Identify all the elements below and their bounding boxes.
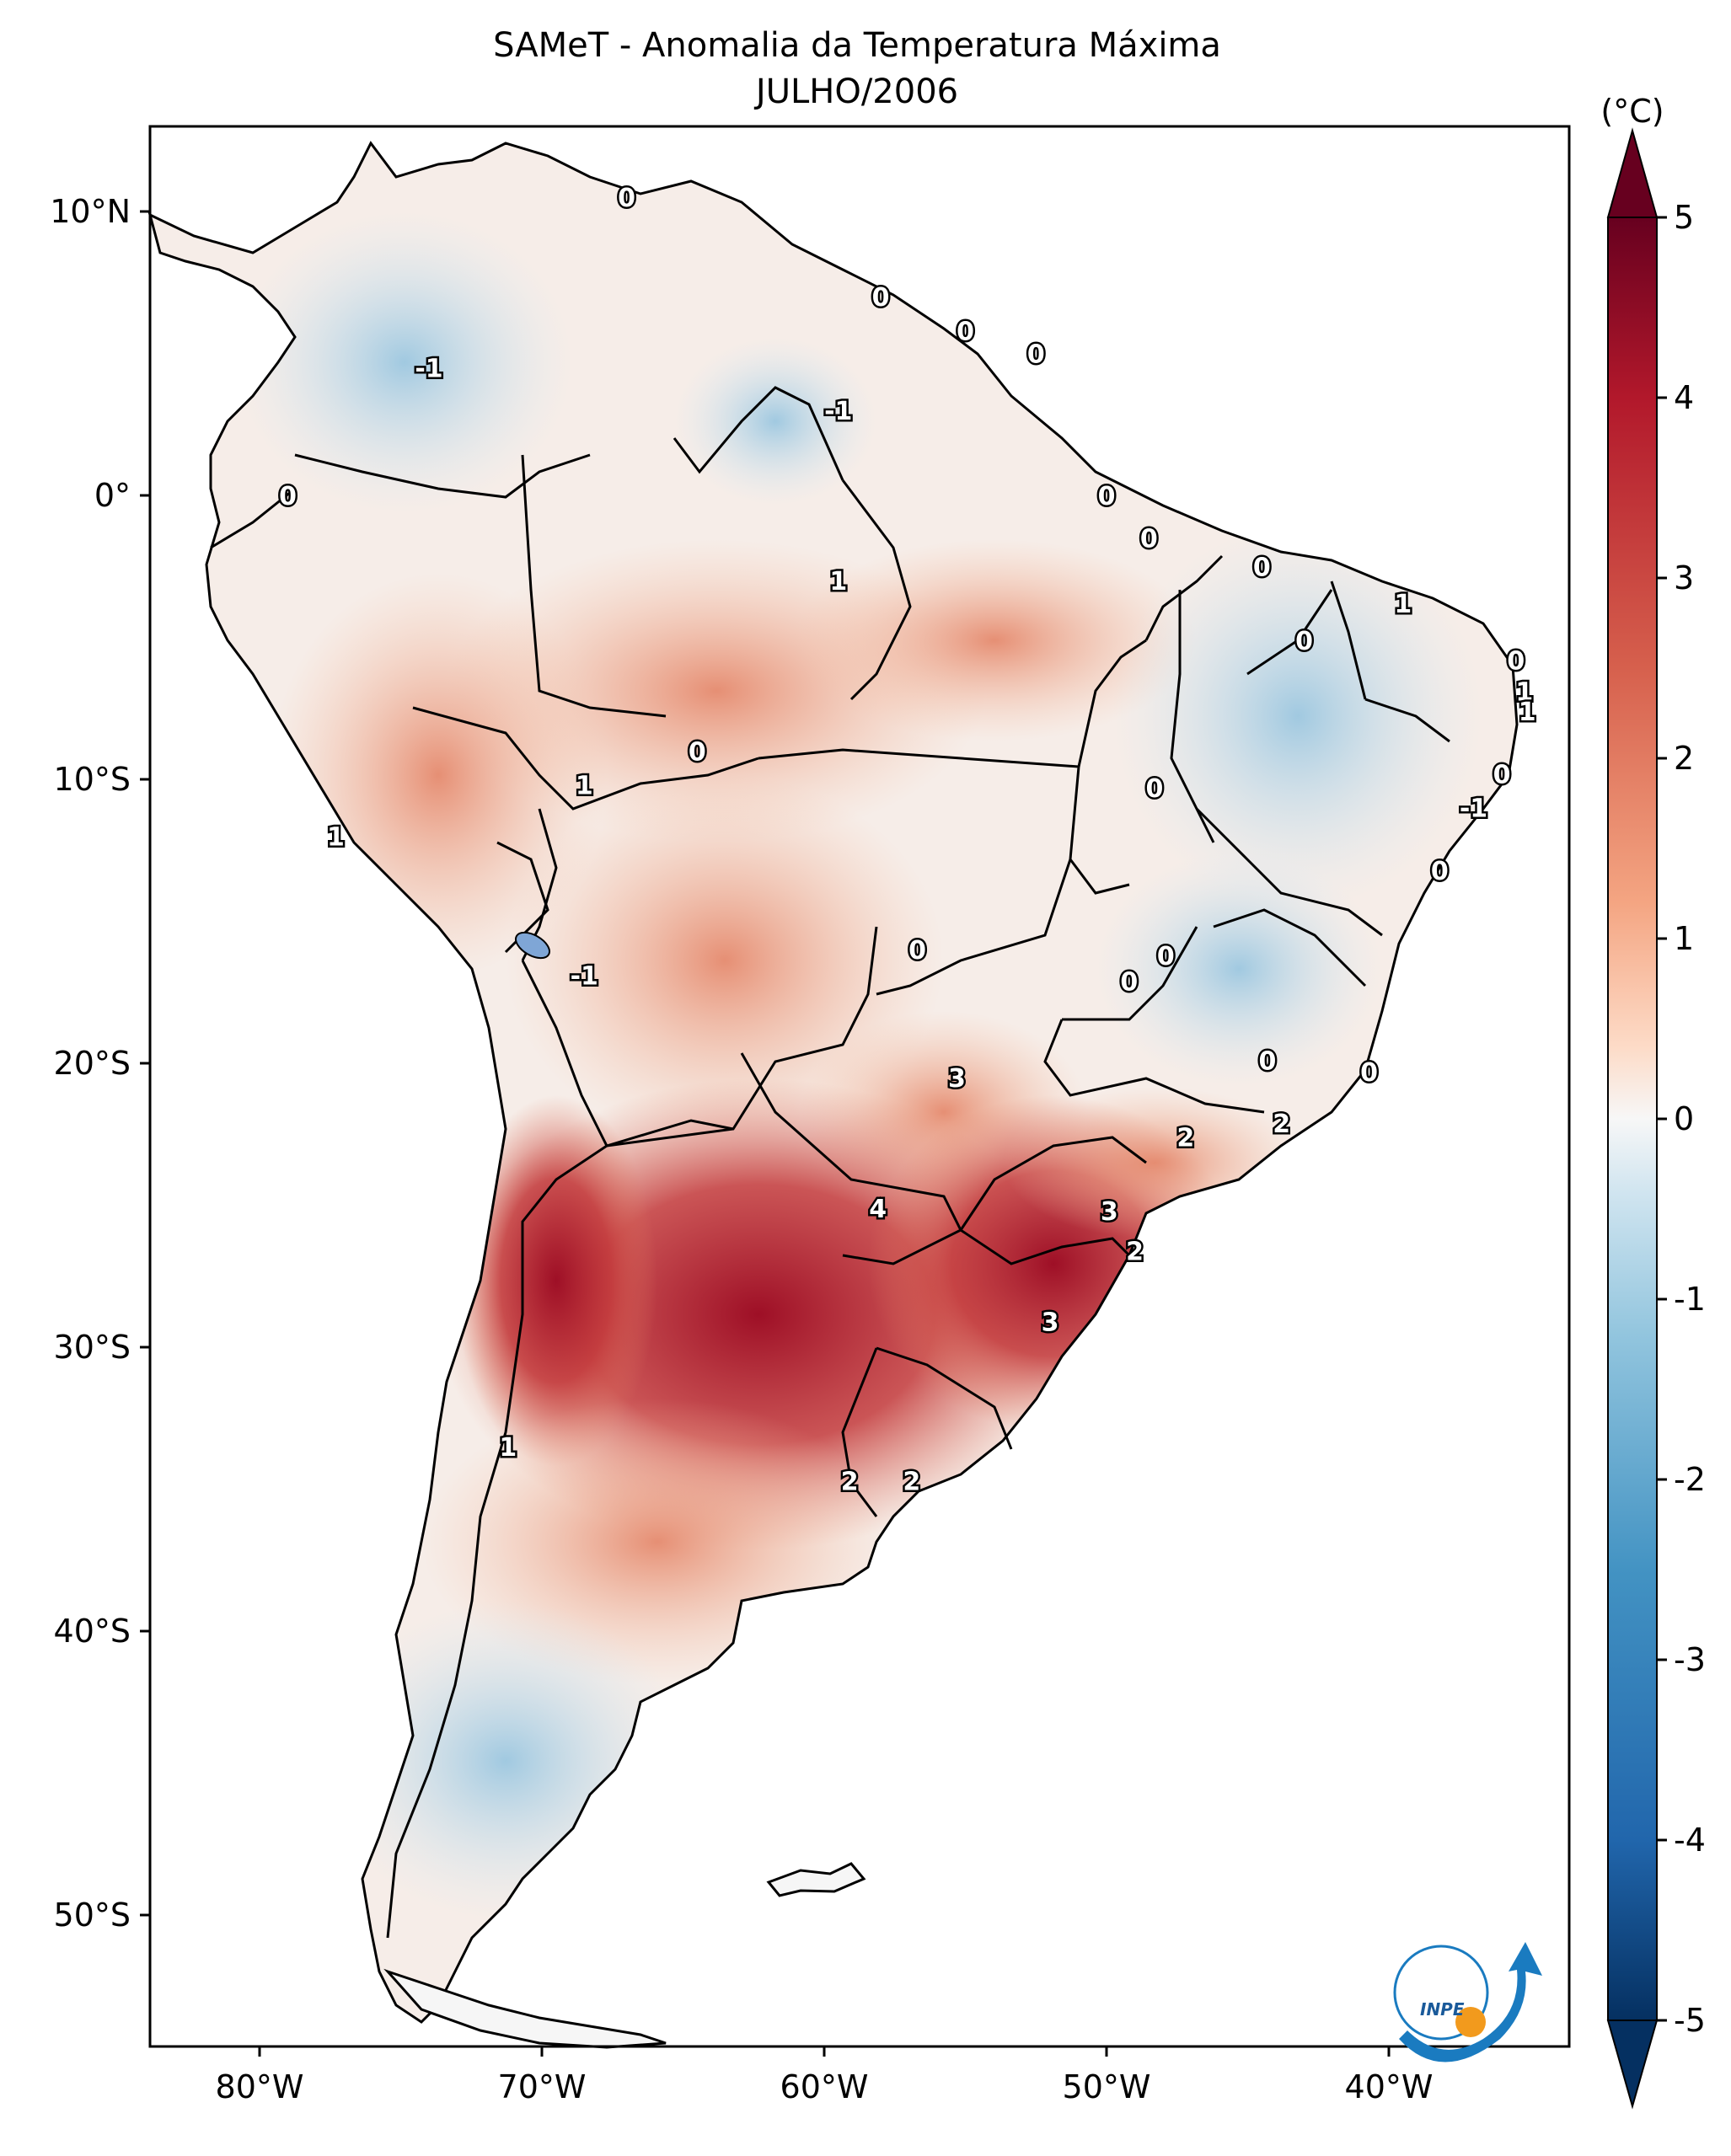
logo-sun [1455, 2007, 1486, 2037]
contour-label: 1 [499, 1433, 517, 1463]
map-frame [148, 125, 1571, 2048]
contour-label: 0 [872, 283, 890, 313]
y-tick-label: 50°S [54, 1897, 131, 1934]
colorbar-tick-label: -3 [1674, 1641, 1706, 1678]
contour-label: -1 [1460, 794, 1487, 824]
contour-label: 0 [1360, 1058, 1378, 1088]
contour-label: 0 [1157, 942, 1175, 971]
contour-label: -1 [415, 354, 442, 383]
contour-label: 0 [1120, 967, 1138, 997]
colorbar-tick-label: 5 [1674, 199, 1694, 236]
colorbar-tick-label: 0 [1674, 1100, 1694, 1137]
contour-label: 0 [1140, 525, 1158, 554]
map-title-line1: SAMeT - Anomalia da Temperatura Máxima [493, 26, 1221, 65]
colorbar-tick-label: -1 [1674, 1281, 1706, 1318]
inpe-logo: INPE [1393, 1942, 1542, 2062]
contour-label: 0 [1098, 482, 1116, 511]
colorbar-unit: (°C) [1600, 93, 1664, 130]
contour-label: 0 [1507, 646, 1525, 676]
country-borders [210, 386, 1450, 1939]
x-tick-label: 60°W [780, 2068, 869, 2105]
contour-label: 1 [1519, 698, 1536, 727]
logo-swoosh [1399, 1942, 1542, 2062]
y-tick-label: 20°S [54, 1045, 131, 1082]
logo-outline [1393, 1945, 1489, 2041]
colorbar-tick-label: 2 [1674, 740, 1694, 777]
colorbar-tick-label: -5 [1674, 2002, 1706, 2039]
colorbar-tick-label: -4 [1674, 1822, 1706, 1859]
contour-label: 3 [948, 1064, 966, 1094]
y-axis: 10°N 0° 10°S 20°S 30°S 40°S 50°S [50, 193, 150, 1934]
logo-text: INPE [1420, 1999, 1465, 2020]
contour-label: 0 [1253, 553, 1271, 582]
contour-label: 3 [1042, 1308, 1059, 1338]
contour-label: -1 [571, 962, 598, 992]
contour-label: 2 [903, 1467, 920, 1496]
x-tick-label: 40°W [1345, 2068, 1434, 2105]
x-axis: 80°W 70°W 60°W 50°W 40°W [216, 2046, 1434, 2105]
colorbar-tick-label: 1 [1674, 920, 1694, 957]
colorbar-tick-label: 3 [1674, 559, 1694, 597]
contour-label: 0 [957, 318, 974, 347]
contour-label: 0 [1493, 760, 1511, 789]
x-tick-label: 80°W [216, 2068, 304, 2105]
tierra-del-fuego [383, 1968, 667, 2049]
contour-label: 1 [829, 567, 847, 597]
colorbar-ticks: 5 4 3 2 1 0 -1 -2 -3 -4 -5 [1657, 199, 1706, 2039]
colorbar-extend-max [1606, 127, 1659, 218]
y-tick-label: 0° [94, 477, 131, 514]
contour-label: 0 [1027, 340, 1045, 370]
contour-label: 1 [576, 772, 593, 801]
contour-label: 2 [1176, 1124, 1194, 1153]
contour-label: 2 [1126, 1237, 1144, 1266]
contour-label: 2 [841, 1467, 859, 1496]
lake-titicaca [515, 931, 550, 960]
y-tick-label: 30°S [54, 1329, 131, 1366]
contour-label: 4 [869, 1195, 887, 1224]
contour-label: 0 [908, 936, 926, 966]
contour-label: 1 [1515, 678, 1533, 708]
contour-label: 0 [1259, 1047, 1277, 1077]
contour-label: 0 [618, 184, 635, 213]
colorbar: (°C) 5 4 3 2 1 0 -1 -2 -3 -4 -5 [1600, 93, 1706, 2110]
contour-label: 3 [1101, 1197, 1118, 1227]
colorbar-tick-label: -2 [1674, 1461, 1706, 1498]
y-tick-label: 10°N [50, 193, 131, 230]
contour-label: 0 [1431, 857, 1449, 886]
x-tick-label: 70°W [498, 2068, 587, 2105]
contour-label: 0 [1295, 627, 1313, 656]
contour-label: 0 [279, 482, 297, 511]
contour-label: 0 [689, 737, 706, 767]
x-tick-label: 50°W [1063, 2068, 1151, 2105]
falkland-islands [766, 1862, 866, 1897]
y-tick-label: 40°S [54, 1613, 131, 1650]
map-title-line2: JULHO/2006 [753, 72, 958, 111]
contour-label: 1 [1394, 590, 1412, 619]
contour-label: 1 [327, 822, 345, 852]
contour-label: 2 [1273, 1110, 1290, 1139]
colorbar-extend-min [1606, 2020, 1659, 2110]
y-tick-label: 10°S [54, 761, 131, 798]
contour-label: 0 [1146, 774, 1164, 804]
colorbar-tick-label: 4 [1674, 379, 1694, 416]
contour-label: -1 [824, 397, 852, 426]
colorbar-gradient [1607, 217, 1658, 2021]
